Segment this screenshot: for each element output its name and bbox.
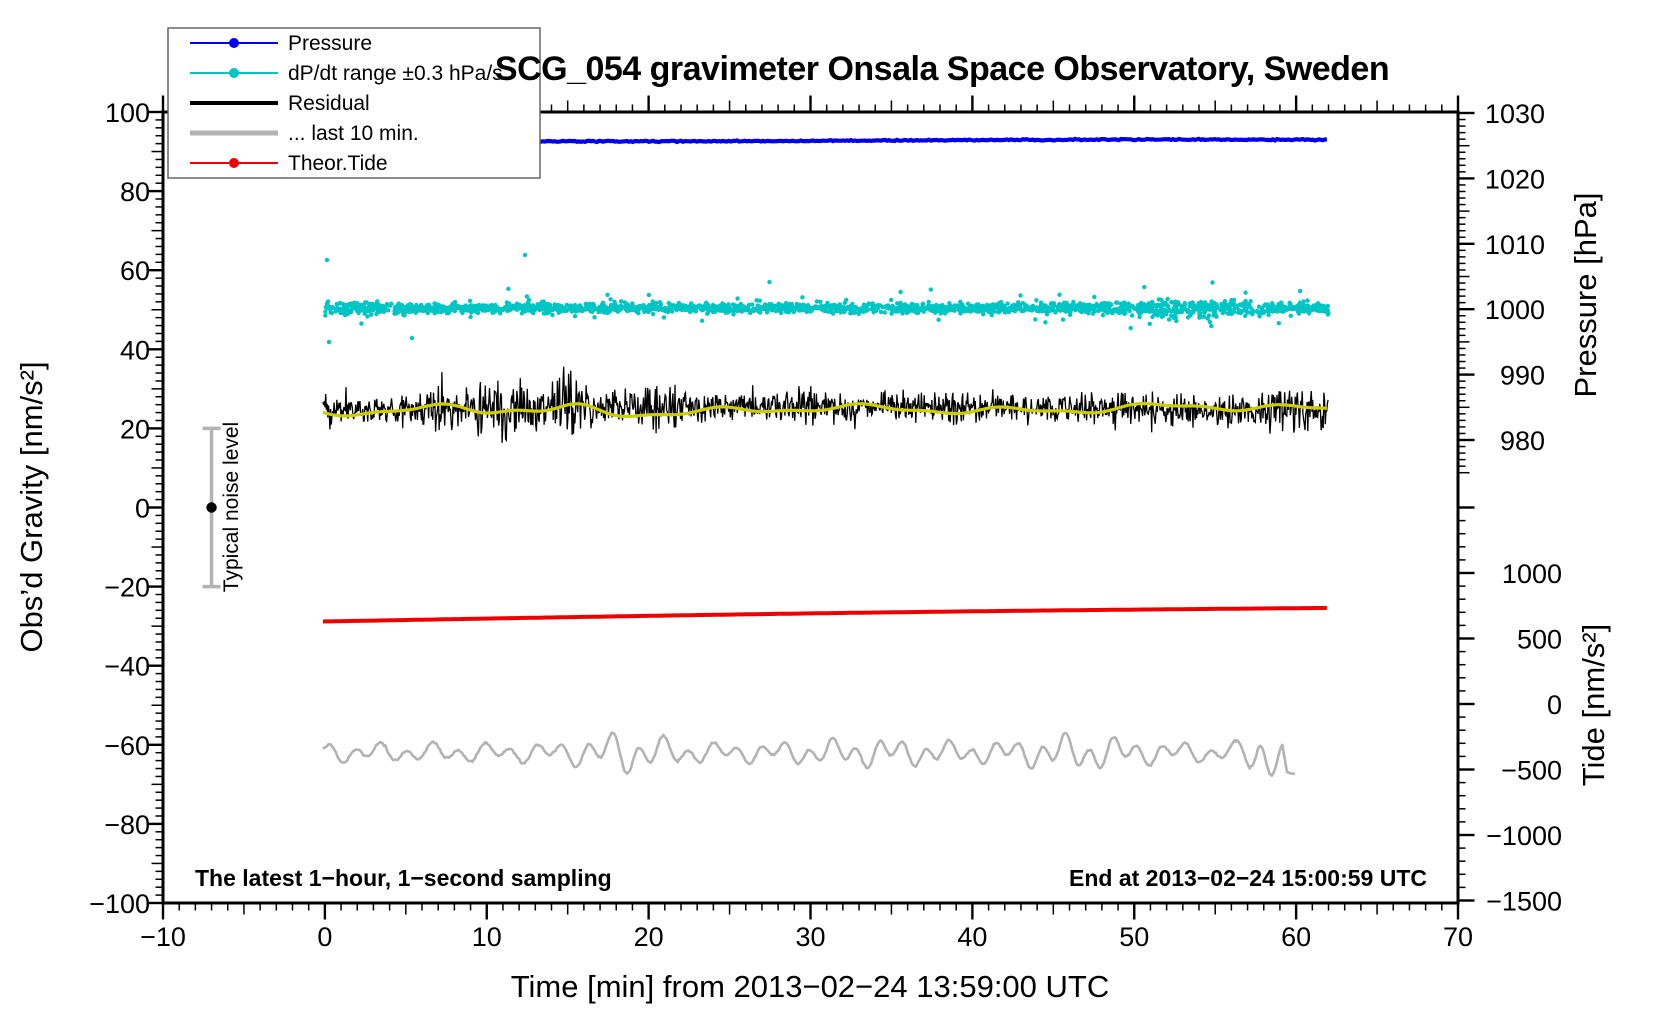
noise-marker-label: Typical noise level — [220, 422, 243, 592]
y-left-tick-label: −60 — [104, 731, 150, 761]
y-left-tick-label: 80 — [120, 177, 150, 207]
x-axis-ticks: −10 0 10 20 30 40 50 60 70 — [140, 95, 1473, 952]
y-right-pressure-ticks: 1030 1020 1010 1000 990 980 — [1459, 99, 1545, 474]
x-tick-label: 70 — [1443, 922, 1473, 952]
tide-tick-label: −500 — [1501, 756, 1562, 786]
pressure-tick-label: 980 — [1500, 426, 1545, 456]
dpdt-points — [323, 252, 1331, 345]
pressure-tick-label: 1030 — [1485, 99, 1545, 129]
y-left-axis-ticks: 100 80 60 40 20 0 −20 −40 −60 −80 −100 — [89, 98, 162, 919]
y-right-pressure-axis-title: Pressure [hPa] — [1568, 192, 1603, 397]
tide-tick-label: −1000 — [1486, 821, 1562, 851]
x-axis-title: Time [min] from 2013−02−24 13:59:00 UTC — [511, 969, 1110, 1004]
y-left-tick-label: −80 — [104, 810, 150, 840]
legend-item-dpdt: dP/dt range ±0.3 hPa/s — [190, 62, 503, 85]
legend-label: dP/dt range ±0.3 hPa/s — [288, 62, 503, 85]
tide-tick-label: 0 — [1547, 690, 1562, 720]
series-dpdt-scatter — [323, 252, 1331, 345]
y-right-tide-ticks: 1000 500 0 −500 −1000 −1500 — [1459, 506, 1562, 917]
series-last-10-min — [322, 731, 1296, 778]
pressure-tick-label: 1010 — [1485, 230, 1545, 260]
legend-label: Residual — [288, 92, 370, 115]
y-left-tick-label: 100 — [105, 98, 150, 128]
pressure-tick-label: 1000 — [1485, 295, 1545, 325]
y-left-tick-label: 0 — [135, 494, 150, 524]
pressure-tick-label: 990 — [1500, 361, 1545, 391]
x-tick-label: 60 — [1281, 922, 1311, 952]
x-tick-label: 40 — [957, 922, 987, 952]
x-tick-label: −10 — [140, 922, 186, 952]
series-residual-smoothed — [322, 401, 1327, 419]
legend-dot-sample — [229, 68, 239, 78]
series-theor-tide — [322, 605, 1327, 624]
x-tick-label: 10 — [472, 922, 502, 952]
legend-dot-sample — [229, 38, 239, 48]
tide-tick-label: −1500 — [1486, 887, 1562, 917]
x-tick-label: 50 — [1119, 922, 1149, 952]
legend-item-residual: Residual — [190, 92, 370, 115]
y-left-axis-title: Obs’d Gravity [nm/s²] — [14, 361, 49, 652]
series-residual — [322, 366, 1329, 443]
x-tick-label: 20 — [634, 922, 664, 952]
plot-frame-layer: −10 0 10 20 30 40 50 60 70100806040200−20−40−60−… — [89, 95, 1562, 952]
end-time-note: End at 2013−02−24 15:00:59 UTC — [1069, 865, 1427, 891]
x-tick-label: 0 — [317, 922, 332, 952]
legend-item-pressure: Pressure — [190, 32, 372, 55]
y-left-tick-label: 40 — [120, 335, 150, 365]
y-left-tick-label: −20 — [104, 573, 150, 603]
plot-frame — [161, 110, 1460, 905]
y-left-tick-label: 20 — [120, 414, 150, 444]
chart-title: SCG_054 gravimeter Onsala Space Observat… — [495, 50, 1389, 88]
legend-label: Pressure — [288, 32, 372, 55]
sampling-note: The latest 1−hour, 1−second sampling — [195, 865, 612, 891]
tide-tick-label: 1000 — [1502, 559, 1562, 589]
noise-level-marker — [202, 426, 221, 589]
y-left-tick-label: −100 — [89, 889, 150, 919]
series-layer — [202, 136, 1331, 778]
legend: Pressure dP/dt range ±0.3 hPa/s Residual..… — [167, 27, 541, 179]
pressure-tick-label: 1020 — [1485, 164, 1545, 194]
tide-tick-label: 500 — [1517, 625, 1562, 655]
legend-label: Theor.Tide — [288, 152, 388, 175]
y-left-tick-label: 60 — [120, 256, 150, 286]
legend-label: ... last 10 min. — [288, 122, 419, 145]
legend-item-last10: ... last 10 min. — [190, 122, 419, 145]
legend-item-tide: Theor.Tide — [190, 152, 388, 175]
y-right-tide-axis-title: Tide [nm/s²] — [1576, 624, 1611, 787]
noise-center-dot — [206, 502, 217, 513]
y-left-tick-label: −40 — [104, 652, 150, 682]
legend-dot-sample — [229, 158, 239, 168]
x-tick-label: 30 — [795, 922, 825, 952]
